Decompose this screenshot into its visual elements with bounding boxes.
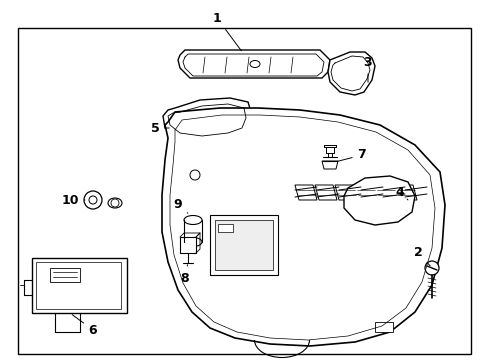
Polygon shape [374,185,396,200]
Text: 1: 1 [212,12,241,51]
Ellipse shape [183,238,202,247]
Text: 6: 6 [72,315,97,337]
Ellipse shape [108,198,122,208]
Polygon shape [294,185,316,200]
Text: 9: 9 [173,198,187,213]
Bar [218,224,232,232]
Polygon shape [321,161,337,169]
Circle shape [84,191,102,209]
Polygon shape [334,185,356,200]
Ellipse shape [249,60,260,68]
Circle shape [190,170,200,180]
Circle shape [424,261,438,275]
Text: 2: 2 [413,246,429,266]
Polygon shape [343,176,414,225]
Text: 3: 3 [363,55,371,82]
Circle shape [89,196,97,204]
Polygon shape [327,52,374,95]
Polygon shape [314,185,336,200]
Polygon shape [325,147,333,153]
Text: 4: 4 [395,185,407,200]
Text: 5: 5 [150,122,169,135]
Bar [374,322,392,332]
Polygon shape [180,237,196,253]
Bar [209,215,278,275]
Ellipse shape [183,216,202,225]
Polygon shape [162,108,444,346]
Bar [36,262,121,309]
Polygon shape [163,98,251,138]
Bar [215,220,272,270]
Text: 7: 7 [337,148,366,162]
Circle shape [111,199,119,207]
Bar [50,268,80,282]
Polygon shape [354,185,376,200]
Polygon shape [394,185,416,200]
Text: 8: 8 [181,265,189,284]
Text: 10: 10 [61,194,85,207]
Polygon shape [178,50,329,78]
Bar [32,258,127,313]
